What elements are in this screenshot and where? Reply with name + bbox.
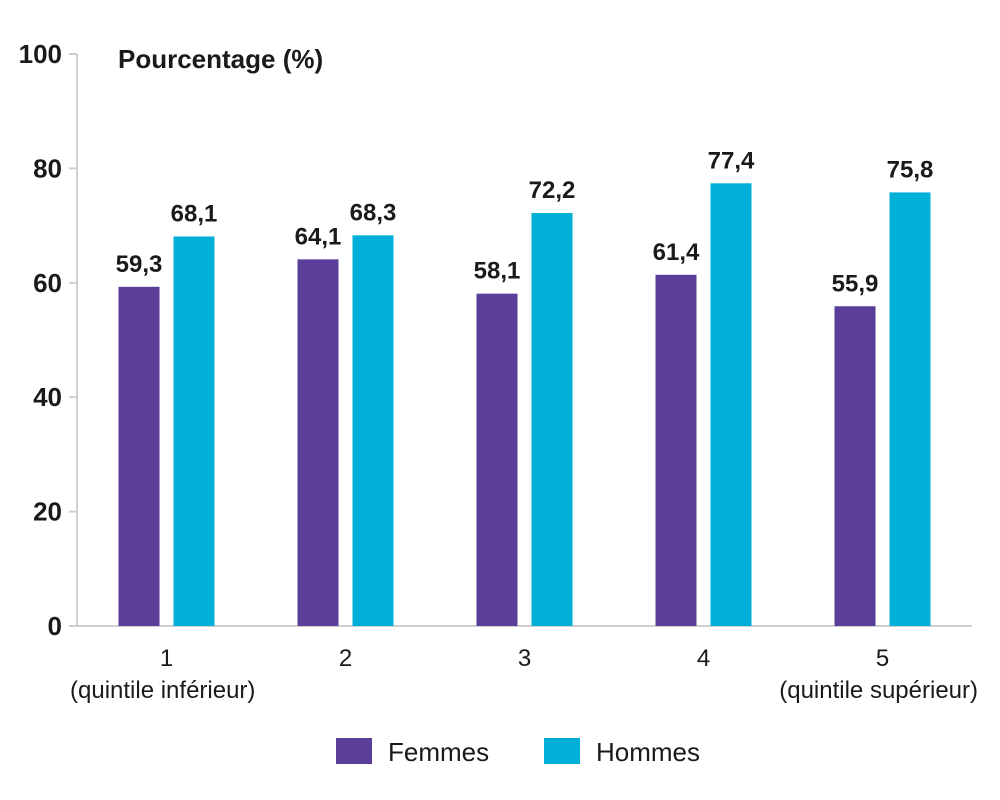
legend-label: Femmes [388, 737, 489, 767]
data-label: 64,1 [295, 223, 342, 250]
data-label: 61,4 [653, 239, 700, 266]
x-tick-label: 5 [876, 645, 889, 672]
legend-label: Hommes [596, 737, 700, 767]
bars [118, 183, 931, 627]
data-label: 68,1 [171, 200, 218, 227]
bar-femmes [297, 259, 339, 626]
bar-femmes [118, 286, 160, 626]
axes [76, 54, 972, 627]
data-label: 77,4 [708, 147, 755, 174]
bar-hommes [352, 235, 394, 626]
y-ticks: 0 20 40 60 80 100 [19, 39, 77, 641]
data-label: 68,3 [350, 199, 397, 226]
data-label: 59,3 [116, 251, 163, 278]
y-tick-label: 100 [19, 39, 62, 69]
y-tick-label: 20 [33, 497, 62, 527]
x-tick-labels: 1 (quintile inférieur) 2 3 4 5 (quintile supér… [70, 645, 978, 704]
x-tick-label: 3 [518, 645, 531, 672]
y-axis-title: Pourcentage (%) [118, 44, 323, 74]
bar-femmes [476, 293, 518, 626]
bar-hommes [889, 192, 931, 626]
y-tick-label: 0 [48, 611, 62, 641]
x-tick-label: 2 [339, 645, 352, 672]
x-tick-sublabel: (quintile supérieur) [779, 677, 978, 704]
data-labels: 59,3 68,1 64,1 68,3 58,1 72,2 61,4 77,4 55,9 75,8 [116, 147, 934, 297]
x-tick-label: 4 [697, 645, 710, 672]
y-tick-label: 60 [33, 268, 62, 298]
bar-femmes [655, 274, 697, 626]
y-tick-label: 40 [33, 382, 62, 412]
y-tick-label: 80 [33, 153, 62, 183]
data-label: 72,2 [529, 177, 576, 204]
bar-hommes [710, 183, 752, 626]
data-label: 58,1 [474, 258, 521, 285]
legend: Femmes Hommes [336, 737, 700, 767]
x-tick-label: 1 [160, 645, 173, 672]
bar-hommes [173, 236, 215, 626]
legend-swatch-femmes [336, 738, 372, 764]
data-label: 75,8 [887, 156, 934, 183]
legend-swatch-hommes [544, 738, 580, 764]
bar-femmes [834, 306, 876, 626]
data-label: 55,9 [832, 270, 879, 297]
bar-hommes [531, 213, 573, 627]
x-tick-sublabel: (quintile inférieur) [70, 677, 255, 704]
